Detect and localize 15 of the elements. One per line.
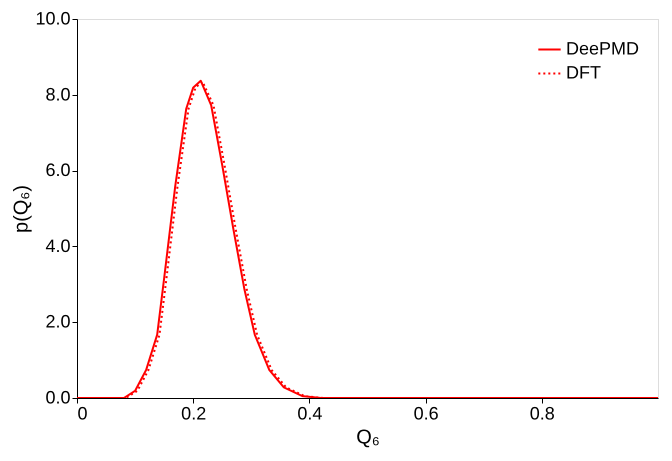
legend-label: DFT (566, 62, 601, 82)
y-tick-label: 4.0 (45, 236, 70, 256)
y-tick-label: 8.0 (45, 84, 70, 104)
legend-label: DeePMD (566, 38, 640, 58)
x-axis-title: Q₆ (356, 426, 380, 448)
x-tick-label: 0.4 (297, 404, 322, 424)
y-tick-label: 2.0 (45, 312, 70, 332)
y-tick-label: 6.0 (45, 160, 70, 180)
x-tick-label: 0.2 (181, 404, 206, 424)
y-tick-label: 0.0 (45, 388, 70, 408)
x-tick-label: 0.6 (414, 404, 439, 424)
x-tick-label: 0.8 (530, 404, 555, 424)
y-axis-title: p(Q₆) (10, 184, 32, 234)
y-tick-label: 10.0 (35, 8, 70, 28)
x-tick-label: 0 (78, 404, 88, 424)
